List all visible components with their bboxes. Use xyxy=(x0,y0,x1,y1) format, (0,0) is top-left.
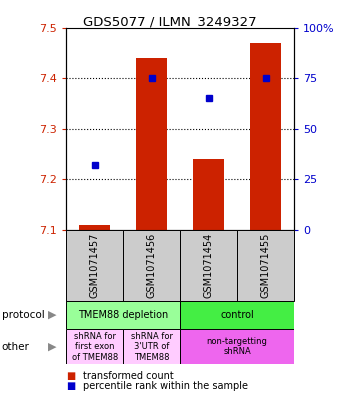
Text: protocol: protocol xyxy=(2,310,45,320)
Bar xyxy=(180,230,237,301)
Bar xyxy=(180,301,294,329)
Text: non-targetting
shRNA: non-targetting shRNA xyxy=(207,337,268,356)
Bar xyxy=(66,301,180,329)
Text: transformed count: transformed count xyxy=(83,371,174,381)
Text: shRNA for
3'UTR of
TMEM88: shRNA for 3'UTR of TMEM88 xyxy=(131,332,173,362)
Bar xyxy=(123,329,180,364)
Text: ▶: ▶ xyxy=(49,310,57,320)
Text: GDS5077 / ILMN_3249327: GDS5077 / ILMN_3249327 xyxy=(83,15,257,28)
Text: TMEM88 depletion: TMEM88 depletion xyxy=(78,310,168,320)
Text: GSM1071457: GSM1071457 xyxy=(90,233,100,298)
Text: ▶: ▶ xyxy=(49,342,57,352)
Text: shRNA for
first exon
of TMEM88: shRNA for first exon of TMEM88 xyxy=(72,332,118,362)
Bar xyxy=(66,230,123,301)
Bar xyxy=(79,225,110,230)
Bar xyxy=(237,230,294,301)
Bar xyxy=(136,58,167,230)
Text: GSM1071454: GSM1071454 xyxy=(204,233,214,298)
Bar xyxy=(66,329,123,364)
Bar xyxy=(180,329,294,364)
Text: ■: ■ xyxy=(66,371,75,381)
Bar xyxy=(250,43,281,230)
Text: GSM1071455: GSM1071455 xyxy=(261,233,271,298)
Text: control: control xyxy=(220,310,254,320)
Text: percentile rank within the sample: percentile rank within the sample xyxy=(83,381,248,391)
Text: other: other xyxy=(2,342,30,352)
Bar xyxy=(193,159,224,230)
Text: GSM1071456: GSM1071456 xyxy=(147,233,157,298)
Bar xyxy=(123,230,180,301)
Text: ■: ■ xyxy=(66,381,75,391)
